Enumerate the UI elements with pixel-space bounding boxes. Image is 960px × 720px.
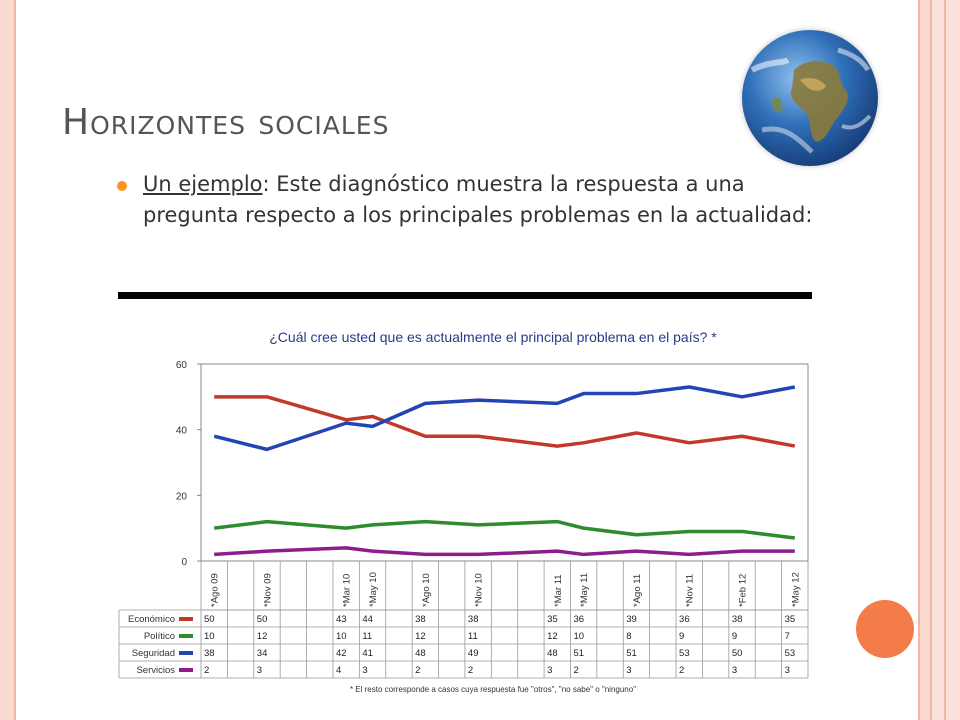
x-tick-label: *May 10	[368, 572, 379, 607]
data-label: 42	[336, 648, 347, 659]
slide-border-left	[0, 0, 14, 720]
x-tick-label: *Feb 12	[738, 574, 749, 607]
bullet-lead: Un ejemplo	[143, 172, 263, 196]
x-tick-label: *Ago 11	[632, 574, 643, 607]
series-line-3	[213, 385, 796, 452]
legend-label: Servicios	[136, 665, 175, 676]
data-label: 53	[785, 648, 796, 659]
earth-globe-icon	[742, 30, 878, 166]
data-label: 7	[785, 631, 790, 642]
bullet-text: Un ejemplo: Este diagnóstico muestra la …	[143, 169, 843, 231]
x-tick-label: *Mar 11	[553, 574, 564, 607]
data-label: 38	[204, 648, 215, 659]
series-line-2	[213, 519, 796, 540]
legend-label: Seguridad	[132, 648, 175, 659]
data-label: 10	[573, 631, 584, 642]
data-label: 2	[204, 665, 209, 676]
data-label: 48	[547, 648, 558, 659]
x-tick-label: *May 12	[790, 572, 801, 607]
slide-border-right-band-2	[932, 0, 960, 720]
data-label: 11	[468, 631, 478, 642]
line-chart: ¿Cuál cree usted que es actualmente el p…	[118, 329, 809, 694]
bullet-dot	[117, 181, 127, 191]
x-tick-label: *Ago 09	[210, 573, 221, 607]
slide-border-left-line	[14, 0, 16, 720]
data-label: 38	[468, 614, 479, 625]
chart-lines	[213, 385, 796, 557]
data-label: 41	[362, 648, 373, 659]
slide-border-right-band	[920, 0, 930, 720]
legend-swatch	[179, 668, 193, 672]
y-tick-label: 40	[176, 426, 188, 437]
data-label: 11	[362, 631, 372, 642]
x-tick-label: *Nov 10	[474, 573, 485, 607]
data-label: 3	[257, 665, 262, 676]
data-label: 48	[415, 648, 426, 659]
data-label: 4	[336, 665, 341, 676]
data-label: 12	[415, 631, 426, 642]
series-line-1	[214, 395, 796, 448]
x-tick-label: *May 11	[579, 573, 590, 607]
data-label: 50	[732, 648, 743, 659]
legend-swatch	[179, 651, 193, 655]
data-label: 9	[732, 631, 737, 642]
data-label: 2	[573, 665, 578, 676]
data-label: 51	[573, 648, 584, 659]
legend-swatch	[179, 634, 193, 638]
x-tick-label: *Nov 09	[262, 573, 273, 607]
bullet-colon: :	[262, 172, 270, 196]
data-label: 50	[204, 614, 215, 625]
chart-axes: 0 20 40 60	[176, 360, 809, 568]
data-label: 36	[679, 614, 690, 625]
legend-label: Político	[144, 631, 175, 642]
data-label: 12	[257, 631, 268, 642]
data-label: 51	[626, 648, 637, 659]
data-label: 50	[257, 614, 268, 625]
x-tick-label: *Ago 10	[421, 573, 432, 607]
data-label: 38	[732, 614, 743, 625]
data-label: 2	[679, 665, 684, 676]
data-label: 35	[547, 614, 558, 625]
x-tick-label: *Nov 11	[685, 574, 696, 607]
bullet-body: Este diagnóstico muestra la respuesta a …	[143, 172, 813, 227]
legend-label: Económico	[128, 614, 175, 625]
x-tick-label: *Mar 10	[342, 574, 353, 607]
data-label: 34	[257, 648, 268, 659]
data-label: 2	[415, 665, 420, 676]
data-table: *Ago 09 *Nov 09 *Mar 10 *May 10 *Ago 10 *Nov …	[118, 561, 809, 679]
chart-title: ¿Cuál cree usted que es actualmente el p…	[269, 329, 717, 345]
data-label: 3	[732, 665, 737, 676]
data-label: 3	[785, 665, 790, 676]
decorative-orange-circle	[856, 600, 914, 658]
data-label: 44	[362, 614, 373, 625]
chart-footnote: * El resto corresponde a casos cuya resp…	[350, 685, 636, 694]
y-tick-label: 20	[176, 491, 188, 502]
plot-frame	[200, 363, 809, 562]
data-label: 3	[547, 665, 552, 676]
data-label: 3	[626, 665, 631, 676]
legend-swatch	[179, 617, 193, 621]
data-label: 49	[468, 648, 479, 659]
data-label: 35	[785, 614, 796, 625]
series-line-4	[214, 546, 795, 557]
data-label: 43	[336, 614, 347, 625]
y-tick-label: 0	[181, 557, 187, 568]
data-label: 38	[415, 614, 426, 625]
data-label: 12	[547, 631, 558, 642]
data-label: 36	[573, 614, 584, 625]
data-label: 9	[679, 631, 684, 642]
data-label: 10	[204, 631, 215, 642]
slide-border-right-line-3	[944, 0, 946, 720]
data-label: 3	[362, 665, 367, 676]
data-label: 53	[679, 648, 690, 659]
data-label: 8	[626, 631, 631, 642]
slide-border-right-line	[918, 0, 920, 720]
slide-title: Horizontes sociales	[62, 102, 390, 143]
y-tick-label: 60	[176, 360, 188, 371]
data-label: 39	[626, 614, 637, 625]
data-label: 10	[336, 631, 347, 642]
data-label: 2	[468, 665, 473, 676]
horizontal-rule	[118, 292, 812, 299]
slide-border-right-line-2	[930, 0, 932, 720]
